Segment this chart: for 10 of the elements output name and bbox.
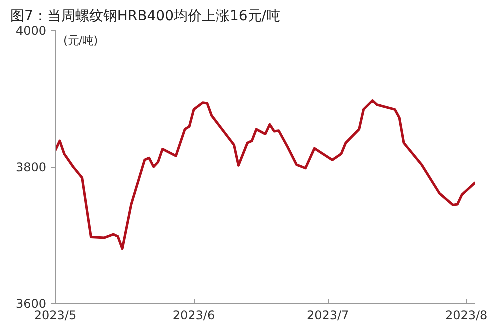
y-tick-label: 4000 [16,24,47,38]
chart-title: 图7：当周螺纹钢HRB400均价上涨16元/吨 [10,8,281,24]
x-tick-label: 2023/6 [172,308,216,322]
line-series [56,100,476,250]
y-tick-label: 3600 [16,297,47,311]
x-tick-label: 2023/7 [306,308,350,322]
y-tick-label: 3800 [16,160,47,174]
x-tick-label: 2023/8 [445,308,488,322]
x-tick-label: 2023/5 [34,308,77,322]
y-axis-title: (元/吨) [64,34,98,48]
